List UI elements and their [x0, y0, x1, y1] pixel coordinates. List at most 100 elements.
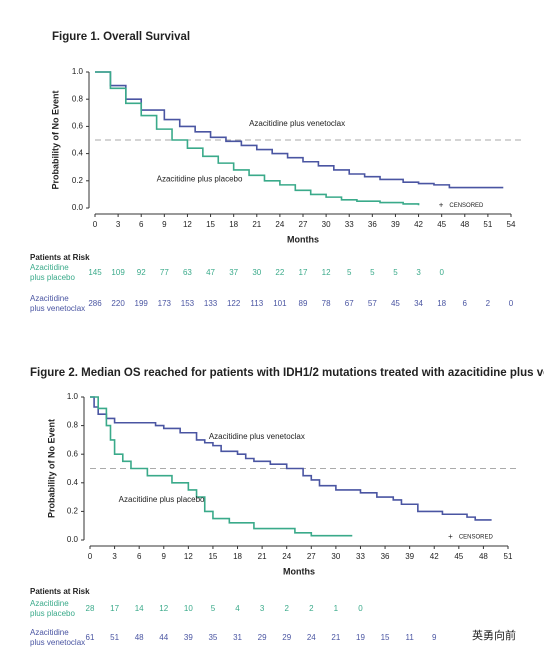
risk-row-label: plus placebo	[30, 273, 75, 282]
x-tick-label: 18	[233, 552, 242, 561]
risk-count: 47	[206, 268, 215, 277]
risk-count: 77	[160, 268, 169, 277]
risk-row-label: Azacitidine	[30, 599, 69, 608]
risk-count: 0	[358, 604, 363, 613]
x-tick-label: 15	[206, 220, 215, 229]
risk-count: 153	[181, 299, 195, 308]
risk-count: 5	[393, 268, 398, 277]
watermark: 英勇向前	[472, 628, 516, 642]
risk-count: 9	[432, 633, 437, 642]
risk-count: 133	[204, 299, 218, 308]
risk-count: 29	[258, 633, 267, 642]
y-axis-label: Probability of No Event	[46, 419, 56, 518]
y-tick-label: 1.0	[67, 392, 79, 401]
x-tick-label: 12	[183, 220, 192, 229]
x-tick-label: 27	[307, 552, 316, 561]
risk-count: 109	[111, 268, 125, 277]
x-tick-label: 42	[430, 552, 439, 561]
risk-count: 39	[184, 633, 193, 642]
risk-count: 2	[284, 604, 289, 613]
x-tick-label: 39	[391, 220, 400, 229]
risk-count: 51	[110, 633, 119, 642]
risk-row-label: Azacitidine	[30, 294, 69, 303]
risk-count: 2	[486, 299, 491, 308]
risk-count: 4	[235, 604, 240, 613]
survival-curve	[90, 396, 492, 521]
figure: Figure 1. Overall Survival 0.0 0.2 0.4 0.6 0.…	[30, 31, 521, 313]
x-tick-label: 9	[162, 552, 167, 561]
risk-count: 29	[282, 633, 291, 642]
x-tick-label: 3	[116, 220, 121, 229]
risk-count: 0	[439, 268, 444, 277]
annotation: CENSORED	[459, 535, 494, 541]
x-tick-label: 36	[381, 552, 390, 561]
x-tick-label: 39	[405, 552, 414, 561]
risk-count: 24	[307, 633, 316, 642]
figure-title: Figure 2. Median OS reached for patients…	[30, 367, 544, 379]
censor-symbol: +	[448, 532, 453, 541]
annotation: Azacitidine plus venetoclax	[249, 119, 345, 128]
risk-count: 67	[345, 299, 354, 308]
risk-count: 31	[233, 633, 242, 642]
risk-count: 18	[437, 299, 446, 308]
y-tick-label: 0.4	[72, 149, 84, 158]
y-tick-label: 0.8	[72, 94, 84, 103]
risk-count: 19	[356, 633, 365, 642]
risk-row-label: Azacitidine	[30, 263, 69, 272]
x-tick-label: 15	[208, 552, 217, 561]
x-tick-label: 6	[139, 220, 144, 229]
x-tick-label: 12	[184, 552, 193, 561]
risk-count: 78	[322, 299, 331, 308]
risk-count: 5	[370, 268, 375, 277]
risk-count: 113	[250, 299, 263, 308]
annotation: CENSORED	[449, 203, 484, 209]
risk-count: 17	[110, 604, 119, 613]
risk-table-title: Patients at Risk	[30, 587, 90, 596]
y-axis-label: Probability of No Event	[50, 90, 60, 189]
x-tick-label: 54	[507, 220, 516, 229]
x-tick-label: 27	[299, 220, 308, 229]
risk-count: 10	[184, 604, 193, 613]
risk-count: 21	[331, 633, 340, 642]
x-tick-label: 30	[331, 552, 340, 561]
risk-count: 17	[299, 268, 308, 277]
risk-count: 286	[88, 299, 102, 308]
risk-count: 45	[391, 299, 400, 308]
risk-count: 92	[137, 268, 146, 277]
x-tick-label: 21	[252, 220, 261, 229]
risk-row-label: plus venetoclax	[30, 304, 85, 313]
risk-count: 63	[183, 268, 192, 277]
x-axis-label: Months	[287, 234, 319, 244]
risk-count: 5	[347, 268, 352, 277]
x-tick-label: 30	[322, 220, 331, 229]
x-tick-label: 9	[162, 220, 167, 229]
x-tick-label: 21	[258, 552, 267, 561]
x-tick-label: 6	[137, 552, 142, 561]
risk-count: 0	[509, 299, 514, 308]
risk-count: 30	[252, 268, 261, 277]
x-tick-label: 45	[454, 552, 463, 561]
x-tick-label: 48	[479, 552, 488, 561]
risk-count: 15	[381, 633, 390, 642]
annotation: Azacitidine plus venetoclax	[209, 432, 305, 441]
risk-count: 145	[88, 268, 102, 277]
risk-count: 122	[227, 299, 241, 308]
risk-count: 12	[322, 268, 331, 277]
risk-count: 48	[135, 633, 144, 642]
risk-table-title: Patients at Risk	[30, 253, 90, 262]
risk-row-label: Azacitidine	[30, 628, 69, 637]
risk-count: 12	[159, 604, 168, 613]
risk-count: 44	[159, 633, 168, 642]
x-tick-label: 0	[88, 552, 93, 561]
figure: Figure 2. Median OS reached for patients…	[30, 367, 544, 647]
risk-count: 14	[135, 604, 144, 613]
risk-count: 11	[405, 633, 414, 642]
x-tick-label: 42	[414, 220, 423, 229]
x-tick-label: 18	[229, 220, 238, 229]
annotation: Azacitidine plus placebo	[119, 495, 205, 504]
x-tick-label: 24	[275, 220, 284, 229]
x-tick-label: 36	[368, 220, 377, 229]
y-tick-label: 1.0	[72, 67, 84, 76]
x-tick-label: 45	[437, 220, 446, 229]
